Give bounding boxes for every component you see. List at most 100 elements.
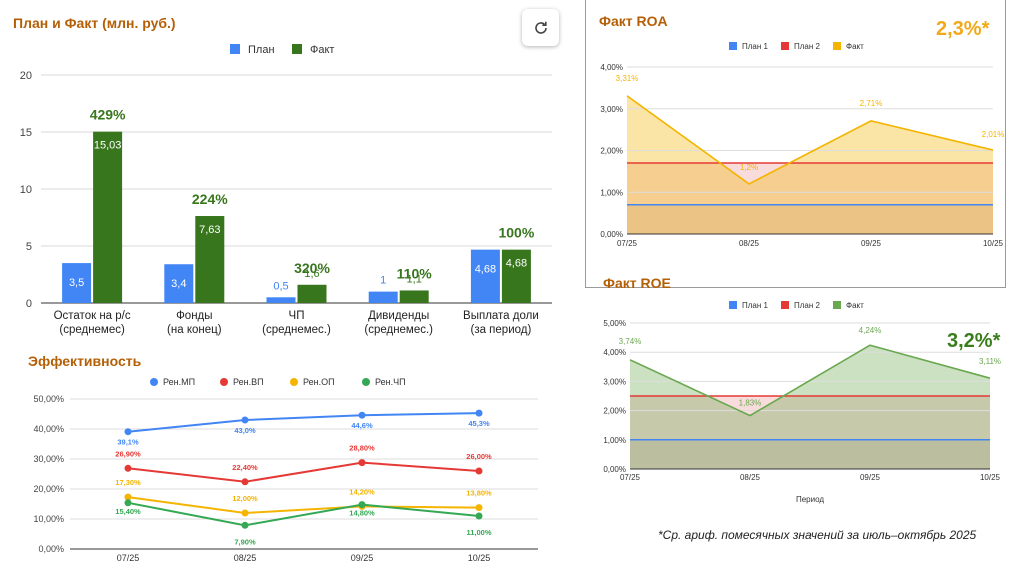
bar-category-sublabel: (на конец) <box>167 324 222 336</box>
roa-x-tick: 10/25 <box>983 239 1004 248</box>
roa-x-tick: 07/25 <box>617 239 638 248</box>
eff-data-label: 22,40% <box>232 463 258 472</box>
plan-bar-value-label: 3,4 <box>171 278 186 290</box>
eff-point <box>241 416 249 424</box>
roa-fact-line <box>626 95 994 185</box>
roe-y-tick: 0,00% <box>603 465 626 474</box>
roe-fact-area <box>630 345 990 469</box>
eff-point <box>358 501 366 509</box>
bar-category-sublabel: (среднемес.) <box>364 324 433 336</box>
roe-legend-swatch <box>833 301 841 309</box>
eff-y-tick: 0,00% <box>38 544 64 554</box>
eff-legend-label: Рен.ОП <box>303 377 335 387</box>
roa-y-tick: 2,00% <box>600 147 623 156</box>
fact-bar <box>399 290 429 303</box>
roe-legend-label: План 2 <box>794 301 821 310</box>
eff-legend-marker <box>290 378 298 386</box>
eff-legend-label: Рен.ВП <box>233 377 264 387</box>
eff-y-tick: 40,00% <box>33 424 64 434</box>
fact-percent-label: 100% <box>498 225 534 241</box>
roe-x-tick: 07/25 <box>620 473 641 482</box>
eff-y-tick: 10,00% <box>33 514 64 524</box>
roa-panel-frame <box>585 0 1006 288</box>
eff-point <box>241 509 249 517</box>
eff-y-tick: 30,00% <box>33 454 64 464</box>
eff-point <box>358 459 366 467</box>
eff-data-label: 12,00% <box>232 494 258 503</box>
roa-x-tick: 09/25 <box>861 239 882 248</box>
roe-y-tick: 2,00% <box>603 407 626 416</box>
roe-plan1-area <box>630 439 990 469</box>
bar-category-label: Остаток на р/с <box>54 310 131 322</box>
bar-legend-label: Факт <box>310 44 334 56</box>
roe-data-label: 3,74% <box>619 337 642 346</box>
bar-category-sublabel: (среднемес) <box>59 324 125 336</box>
eff-data-label: 26,90% <box>115 449 141 458</box>
roe-chart-title: Факт ROE <box>603 275 671 291</box>
fact-bar <box>501 249 531 303</box>
eff-x-tick: 10/25 <box>468 553 491 563</box>
eff-data-label: 26,00% <box>466 452 492 461</box>
eff-point <box>124 464 132 472</box>
roe-y-tick: 1,00% <box>603 436 626 445</box>
eff-data-label: 45,3% <box>468 419 490 428</box>
roa-legend-swatch <box>729 42 737 50</box>
fact-percent-label: 429% <box>90 107 126 123</box>
plan-bar <box>368 291 398 303</box>
roe-x-tick: 08/25 <box>740 473 761 482</box>
bar-y-tick: 5 <box>26 241 32 253</box>
roa-data-label: 1,2% <box>740 163 758 172</box>
eff-legend-marker <box>150 378 158 386</box>
bar-legend-swatch <box>230 44 240 54</box>
plan-bar <box>266 297 296 303</box>
roa-y-tick: 1,00% <box>600 188 623 197</box>
bar-y-tick: 20 <box>20 70 32 82</box>
eff-x-tick: 08/25 <box>234 553 257 563</box>
roa-y-tick: 4,00% <box>600 63 623 72</box>
roa-y-tick: 0,00% <box>600 230 623 239</box>
bar-category-label: Выплата доли <box>463 310 539 322</box>
roa-legend-swatch <box>833 42 841 50</box>
eff-series-line <box>127 496 480 515</box>
eff-data-label: 14,80% <box>349 509 375 518</box>
fact-percent-label: 110% <box>397 265 433 281</box>
eff-point <box>475 467 483 475</box>
roe-data-label: 4,24% <box>859 326 882 335</box>
roa-plan1-area <box>627 204 993 234</box>
bar-legend-label: План <box>248 44 275 56</box>
roa-data-label: 3,31% <box>616 74 639 83</box>
refresh-icon <box>534 21 547 34</box>
eff-point <box>124 499 132 507</box>
eff-series-line <box>127 412 480 433</box>
bar-y-tick: 10 <box>20 184 32 196</box>
eff-data-label: 13,80% <box>466 489 492 498</box>
footnote: *Ср. ариф. помесячных значений за июль–о… <box>658 528 977 542</box>
roa-y-tick: 3,00% <box>600 105 623 114</box>
roe-y-tick: 3,00% <box>603 377 626 386</box>
eff-series-line <box>127 461 480 483</box>
eff-point <box>241 478 249 486</box>
plan-bar <box>62 263 92 303</box>
bar-chart-title: План и Факт (млн. руб.) <box>13 15 176 31</box>
eff-legend-marker <box>220 378 228 386</box>
bar-category-label: ЧП <box>289 310 305 322</box>
eff-data-label: 11,00% <box>466 528 491 537</box>
eff-point <box>475 504 483 512</box>
refresh-button[interactable] <box>522 9 559 46</box>
roa-data-label: 2,01% <box>982 130 1005 139</box>
plan-bar-value-label: 1 <box>380 275 386 287</box>
plan-bar-value-label: 4,68 <box>475 264 496 276</box>
eff-data-label: 15,40% <box>115 507 141 516</box>
roa-legend-label: План 1 <box>742 42 769 51</box>
roe-average-value: 3,2%* <box>947 330 1001 352</box>
roa-x-tick: 08/25 <box>739 239 760 248</box>
roa-average-value: 2,3%* <box>936 18 990 40</box>
roe-fact-line <box>629 344 991 417</box>
roe-legend-swatch <box>729 301 737 309</box>
fact-bar-value-label: 7,63 <box>199 224 220 236</box>
eff-data-label: 14,20% <box>349 487 375 496</box>
roe-legend-swatch <box>781 301 789 309</box>
roe-legend-label: План 1 <box>742 301 769 310</box>
eff-legend-label: Рен.МП <box>163 377 195 387</box>
